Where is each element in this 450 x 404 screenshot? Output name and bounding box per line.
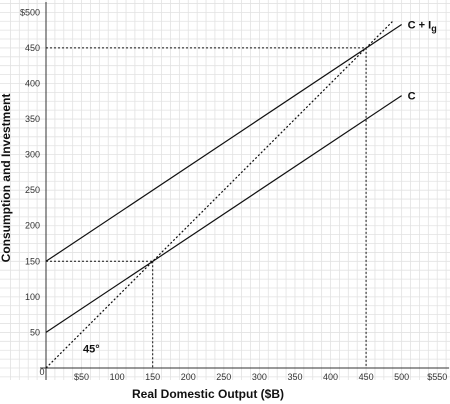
tick-labels: 0 $50 100 150 200 250 300 350 400 450 500 $550 50 100… (20, 7, 447, 382)
x-tick-label: 150 (145, 372, 160, 382)
grid (0, 0, 450, 380)
x-tick-label: 200 (181, 372, 196, 382)
c-plus-ig-line (45, 23, 402, 262)
y-axis-title: Consumption and Investment (0, 94, 13, 263)
y-tick-label: 400 (25, 78, 40, 88)
y-tick-label: 250 (25, 185, 40, 195)
x-tick-label: 250 (216, 372, 231, 382)
c-line-label: C (408, 91, 416, 103)
angle-annotation: 45° (83, 343, 100, 355)
x-tick-label: 500 (394, 372, 409, 382)
x-tick-label: 0 (39, 367, 44, 377)
y-tick-label: 200 (25, 221, 40, 231)
x-tick-label: 100 (110, 372, 125, 382)
c-line (45, 95, 402, 333)
x-tick-label: 450 (359, 372, 374, 382)
x-tick-label: 400 (323, 372, 338, 382)
y-tick-label: 450 (25, 43, 40, 53)
y-tick-label: 100 (25, 292, 40, 302)
x-axis-title: Real Domestic Output ($B) (132, 387, 284, 401)
y-tick-label: 300 (25, 150, 40, 160)
guide-lines (46, 47, 367, 368)
c-plus-ig-line-label: C + Ig (408, 19, 437, 33)
x-tick-label: 350 (287, 372, 302, 382)
y-tick-label: 350 (25, 114, 40, 124)
series-lines (45, 21, 402, 369)
x-tick-label: $50 (74, 372, 89, 382)
y-tick-label: 50 (30, 327, 40, 337)
y-tick-label: 150 (25, 256, 40, 266)
line-labels: C + Ig C (408, 19, 437, 102)
x-tick-label: $550 (427, 372, 447, 382)
y-tick-label: $500 (20, 7, 40, 17)
forty-five-degree-line (45, 21, 393, 369)
x-tick-label: 300 (252, 372, 267, 382)
axes (40, 2, 449, 380)
